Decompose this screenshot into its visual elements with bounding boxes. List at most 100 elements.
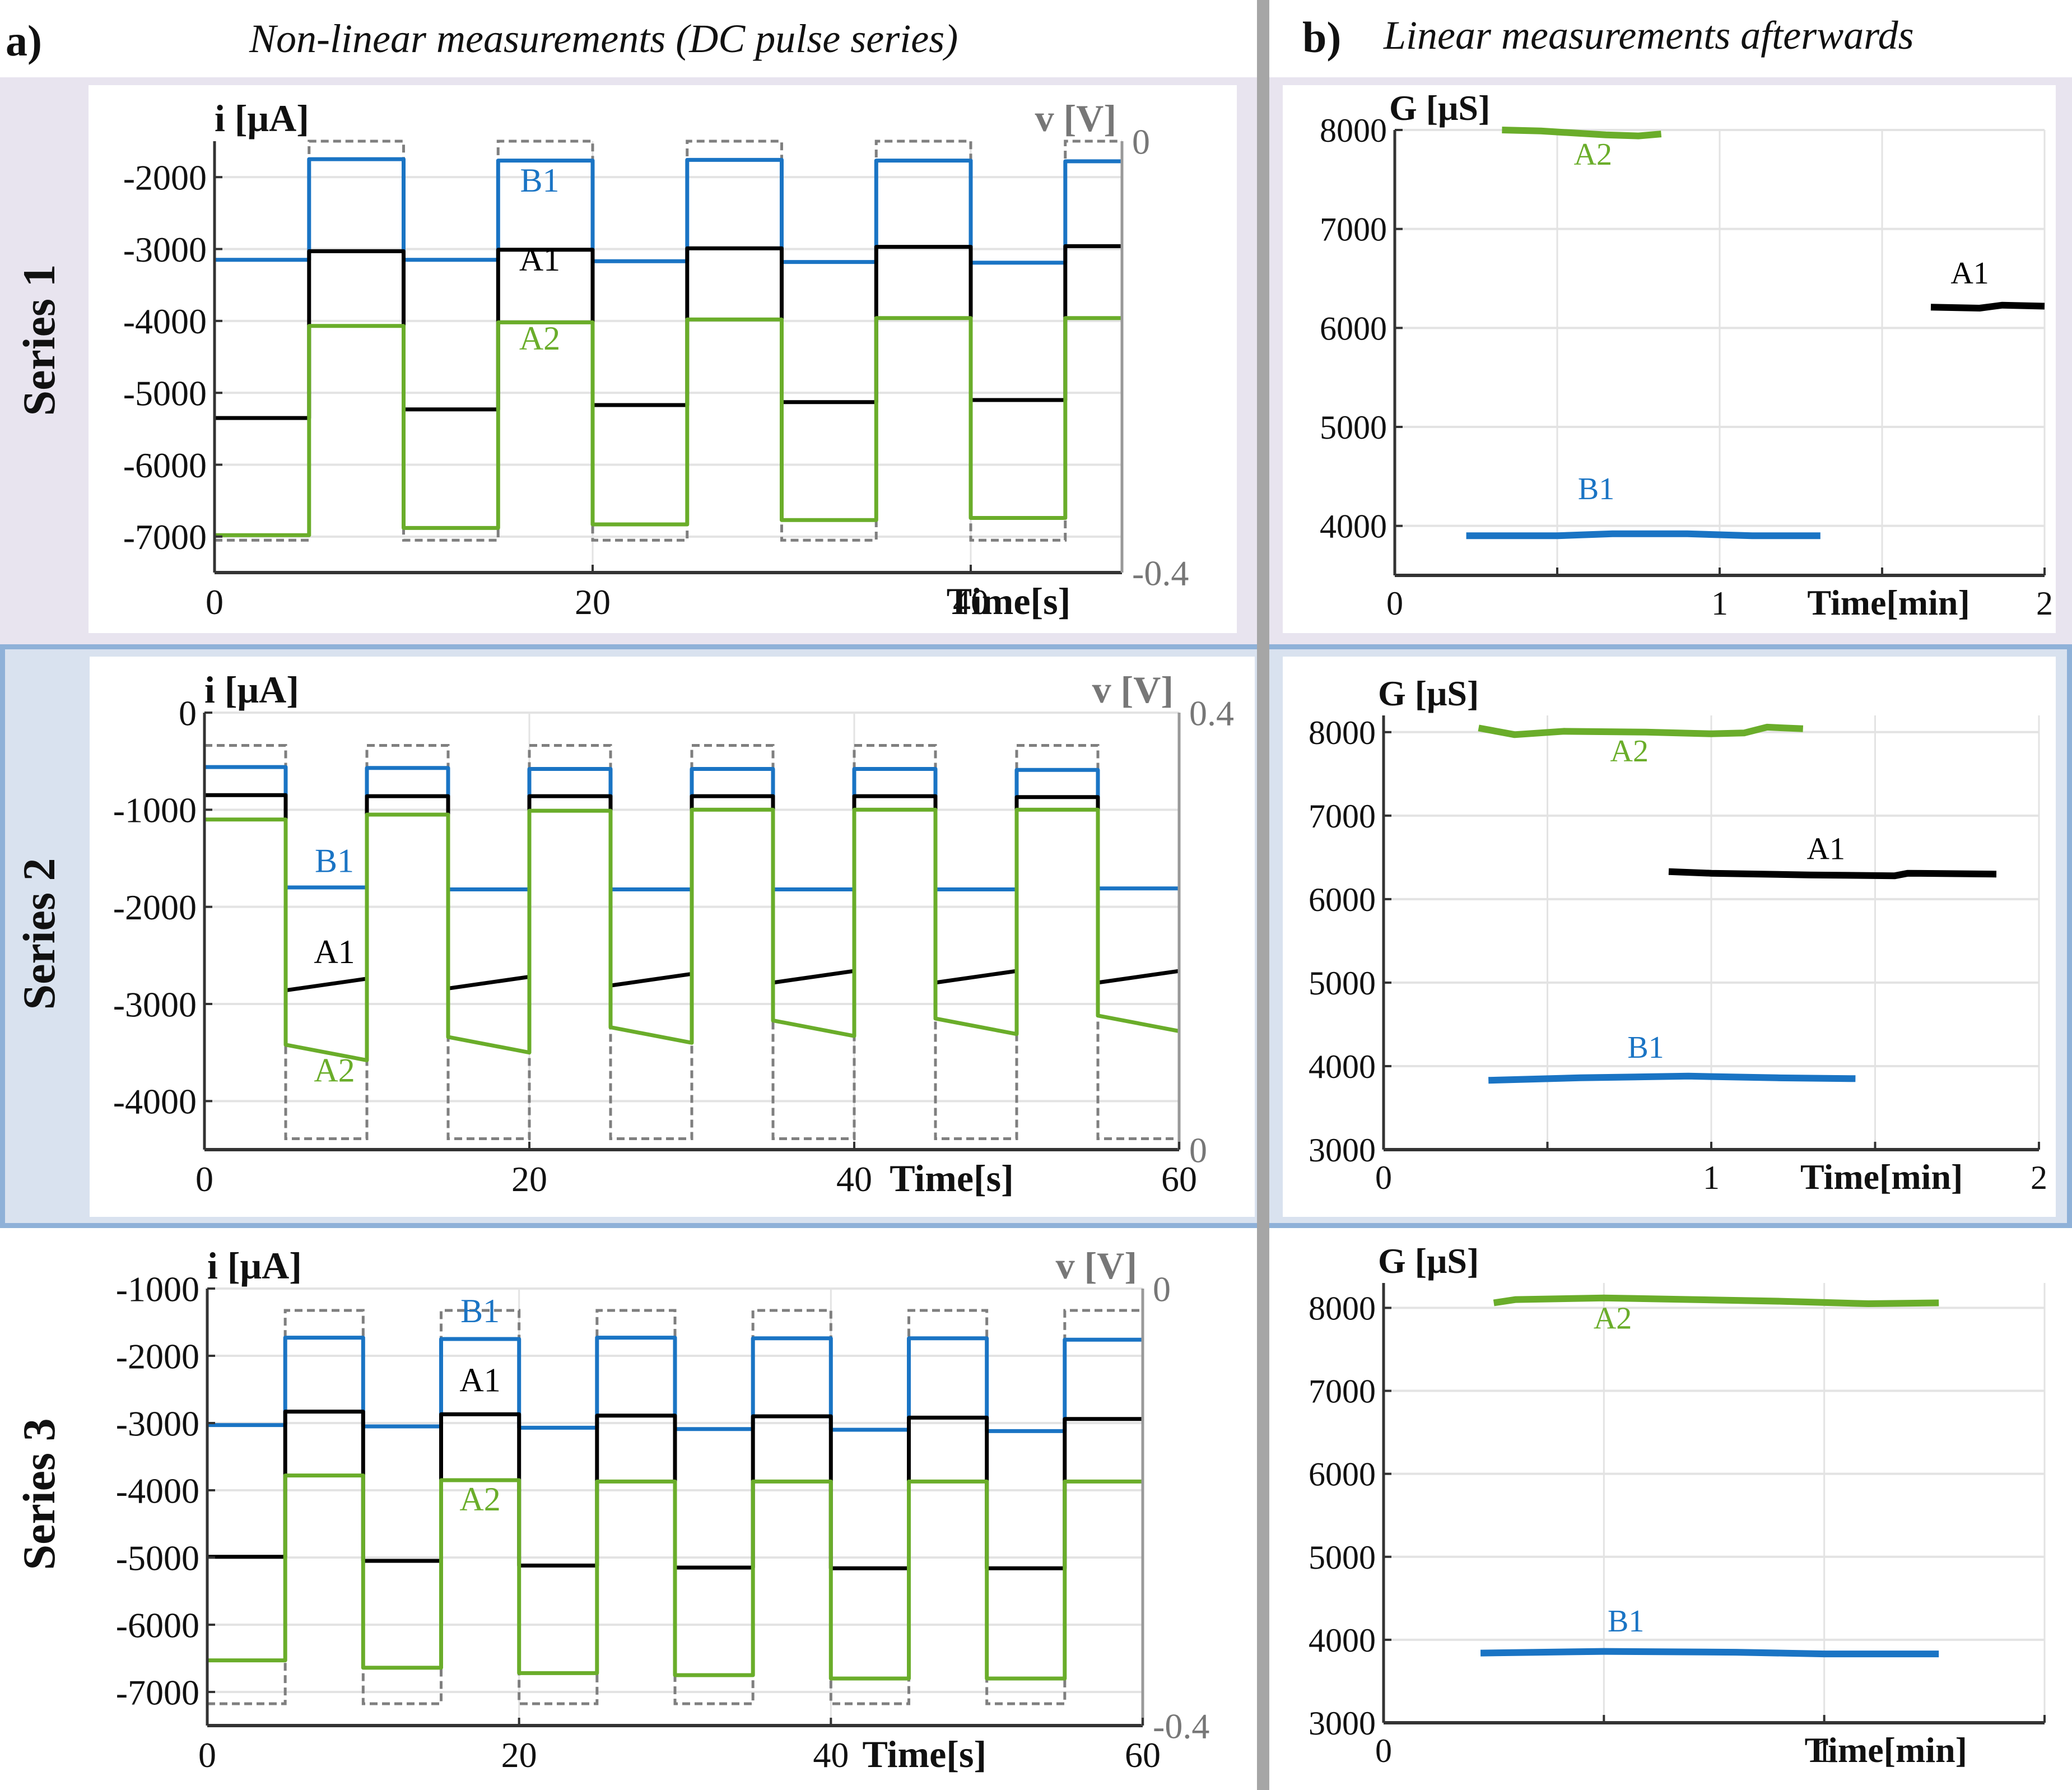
series-annotation-a1: A1 [314,933,355,970]
x-tick-label: 20 [575,582,611,622]
x-tick-label: 0 [195,1159,213,1199]
s3-current-chart: -7000 -6000 -5000 -4000 -3000 -2000 -1000 0 20 40… [116,1244,1210,1775]
y-tick-label: 6000 [1309,881,1376,918]
series-line-b1 [1480,1648,1939,1658]
y-tick-label: 8000 [1320,112,1387,149]
y2-tick-label: -0.4 [1132,553,1189,593]
series-annotation-a1: A1 [1950,256,1989,291]
y-tick-label: -6000 [123,445,207,485]
y-tick-label: -4000 [123,301,207,341]
series-3-label: Series 3 [13,1418,64,1570]
series-line-b1 [215,157,1122,265]
series-annotation-a2: A2 [1594,1301,1632,1336]
x-tick-label: 1 [1816,1732,1833,1769]
y-tick-label: 7000 [1320,211,1387,248]
y-tick-label: 4000 [1309,1622,1376,1659]
y-tick-label: -2000 [113,887,197,927]
series-line-a1 [1930,301,2045,311]
series-line-a2 [1493,1294,1939,1307]
y-axis-label: i [μA] [215,97,309,140]
panel-a-title: Non-linear measurements (DC pulse series… [249,16,958,61]
y-tick-label: -1000 [113,791,197,830]
y2-tick-label: -0.4 [1153,1706,1209,1746]
x-tick-label: 0 [1375,1732,1392,1769]
x-tick-label: 2 [2031,1159,2047,1196]
y-tick-label: 8000 [1309,714,1376,751]
y-tick-label: 3000 [1309,1705,1376,1742]
s1-conductance-chart: 4000 5000 6000 7000 8000 0 1 2 G [μS] Time[min] A2… [1320,88,2053,622]
y-axis-label: G [μS] [1389,88,1490,128]
series-2-label: Series 2 [13,858,64,1010]
y-tick-label: -7000 [116,1672,199,1712]
x-tick-label: 40 [953,582,989,622]
series-annotation-a2: A2 [1574,137,1612,172]
series-annotation-a1: A1 [1807,831,1845,866]
series-annotation-a1: A1 [519,241,560,278]
y2-tick-label: 0.4 [1189,693,1234,733]
y-tick-label: 7000 [1309,798,1376,835]
x-tick-label: 40 [813,1735,849,1775]
y-tick-label: 6000 [1320,310,1387,347]
series-line-a2 [215,316,1122,537]
x-tick-label: 1 [1711,585,1728,622]
series-line-b1 [1466,530,1820,540]
y-tick-label: -4000 [116,1471,199,1510]
y-tick-label: 4000 [1320,508,1387,545]
y2-tick-label: 0 [1189,1130,1207,1170]
series-annotation-b1: B1 [520,162,559,199]
y2-tick-label: 0 [1132,122,1150,161]
series-line-a2 [204,807,1180,1062]
s3-conductance-chart: 3000 4000 5000 6000 7000 8000 0 1 G [μS] Time[min… [1309,1241,2046,1770]
series-annotation-b1: B1 [460,1292,500,1329]
s2-conductance-chart: 3000 4000 5000 6000 7000 8000 0 1 2 G [μS] Time[mi… [1309,673,2047,1197]
x-tick-label: 0 [1386,585,1403,622]
s1-current-chart: -7000 -6000 -5000 -4000 -3000 -2000 0 20 40 -0.4 0… [123,97,1189,622]
series-line-a2 [1478,723,1804,738]
y-tick-label: -5000 [116,1538,199,1578]
x-axis-label: Time[s] [947,580,1071,622]
x-tick-label: 0 [1375,1159,1392,1196]
y-axis-label: i [μA] [207,1244,302,1287]
series-annotation-b1: B1 [315,842,354,879]
series-annotation-b1: B1 [1627,1030,1664,1065]
y-tick-label: 5000 [1309,1539,1376,1576]
y-tick-label: -3000 [113,984,197,1024]
y-tick-label: -1000 [116,1269,199,1309]
x-tick-label: 20 [511,1159,547,1199]
x-tick-label: 1 [1703,1159,1720,1196]
y-tick-label: 5000 [1320,409,1387,446]
voltage-square-wave [215,140,1122,542]
series-line-b1 [1488,1072,1856,1084]
y2-axis-label: v [V] [1035,97,1116,140]
x-axis-label: Time[s] [890,1157,1014,1199]
y-tick-label: 5000 [1309,965,1376,1002]
series-line-a2 [1502,127,1662,140]
y2-axis-label: v [V] [1092,668,1174,711]
series-annotation-a2: A2 [459,1481,500,1518]
s1-right-panel [1283,85,2056,633]
y2-tick-label: 0 [1153,1269,1171,1309]
series-annotation-a2: A2 [519,320,560,357]
x-tick-label: 60 [1125,1735,1161,1775]
x-tick-label: 0 [206,582,224,622]
series-2-row-border [0,644,2072,1228]
panel-b-label: b) [1302,13,1342,62]
x-axis-label: Time[min] [1807,583,1969,622]
panel-b-title: Linear measurements afterwards [1384,13,1914,58]
y-tick-label: -5000 [123,374,207,413]
series-1-label: Series 1 [13,264,64,416]
panel-a-label: a) [6,16,42,65]
y-axis-label: G [μS] [1378,1241,1479,1281]
series-annotation-a2: A2 [1610,734,1649,769]
x-tick-label: 40 [836,1159,872,1199]
y-axis-label: G [μS] [1378,673,1479,713]
series-line-a1 [1668,868,1997,880]
x-axis-label: Time[s] [863,1733,987,1775]
x-tick-label: 0 [198,1735,216,1775]
y-tick-label: 7000 [1309,1373,1376,1410]
y-tick-label: -3000 [116,1403,199,1443]
series-annotation-b1: B1 [1608,1604,1644,1639]
y-tick-label: -2000 [116,1336,199,1376]
x-tick-label: 60 [1161,1159,1197,1199]
